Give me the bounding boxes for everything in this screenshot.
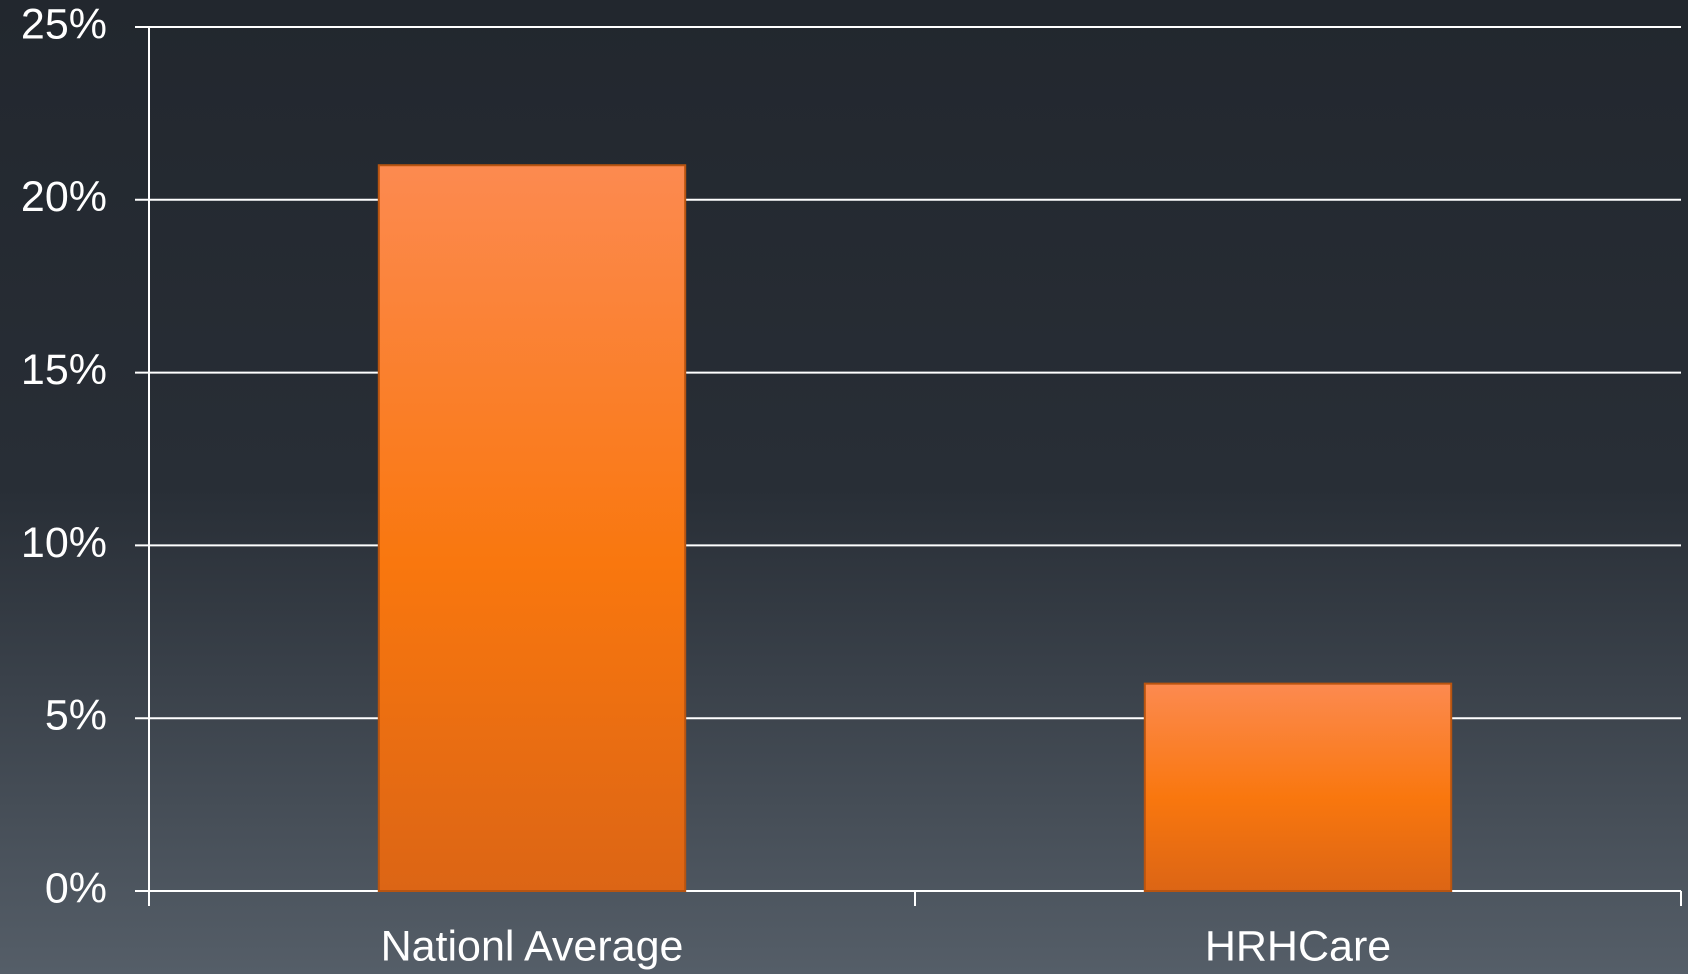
bar xyxy=(1143,682,1453,893)
y-tick-label: 5% xyxy=(45,692,107,740)
y-tick-label: 15% xyxy=(21,346,107,394)
x-tick-label: Nationl Average xyxy=(381,922,684,970)
y-tick-label: 20% xyxy=(21,173,107,221)
bars xyxy=(377,164,1453,893)
labels: 0% 5% 10% 15% 20% 25% Nationl Average HRHCare xyxy=(21,0,1391,970)
y-tick-label: 0% xyxy=(45,864,107,912)
x-tick-label: HRHCare xyxy=(1205,922,1391,970)
y-tick-label: 25% xyxy=(21,0,107,48)
bar xyxy=(377,164,687,893)
y-tick-label: 10% xyxy=(21,519,107,567)
